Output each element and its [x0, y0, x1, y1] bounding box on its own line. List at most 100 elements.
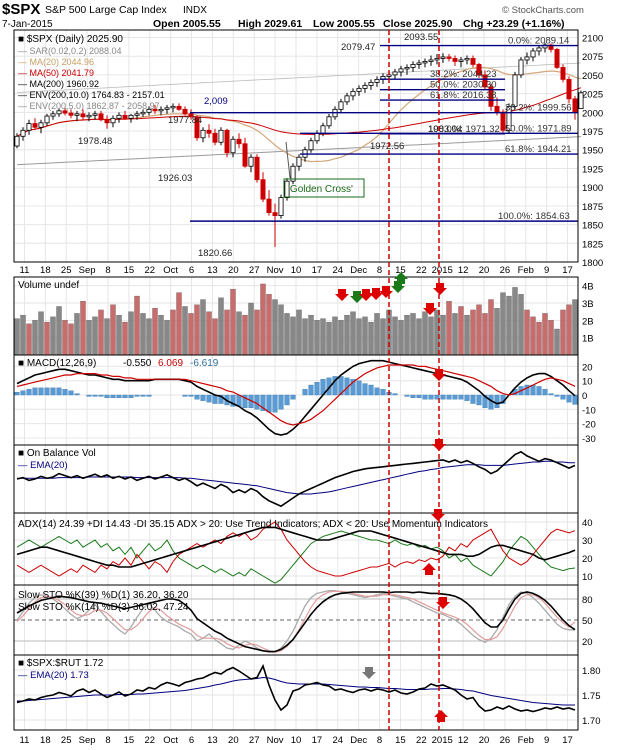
x-tick-label: 6 [189, 735, 194, 746]
y-tick-label: 1900 [582, 183, 603, 194]
candle-body [20, 129, 26, 137]
volume-bar [182, 306, 188, 356]
x-tick-label: 8 [377, 265, 382, 276]
candle-body [536, 47, 542, 52]
x-tick-label: 26 [500, 265, 511, 276]
candle-body [578, 92, 584, 109]
candle-body [314, 132, 320, 142]
macd-histogram-bar [188, 394, 194, 397]
candle-body [566, 78, 572, 100]
copyright: © StockCharts.com [502, 5, 584, 16]
macd-histogram-bar [212, 394, 218, 404]
ratio-line [16, 663, 576, 713]
macd-histogram-bar [572, 394, 578, 405]
candle-body [416, 62, 422, 65]
volume-bar [446, 301, 452, 356]
x-tick-label: 27 [249, 735, 260, 746]
y-tick-label: 3B [582, 299, 594, 310]
macd-histogram-bar [428, 394, 434, 400]
macd-histogram-bar [332, 376, 338, 396]
fib-label: 61.8%: 2016.38 [430, 90, 497, 101]
macd-histogram-bar [272, 394, 278, 413]
macd-histogram-bar [194, 394, 200, 400]
macd-histogram-bar [380, 389, 386, 396]
macd-histogram-bar [284, 394, 290, 406]
adx-title: ADX(14) 24.39 +DI 14.43 -DI 35.15 ADX > … [18, 519, 488, 530]
header-date: 7-Jan-2015 [2, 19, 53, 30]
golden-cross-pointer [285, 141, 291, 179]
candle-body [506, 105, 512, 131]
macd-histogram-bar [416, 394, 422, 399]
volume-bar [38, 311, 44, 356]
candle-body [326, 116, 332, 127]
volume-bar [56, 306, 62, 356]
macd-histogram-bar [182, 394, 188, 397]
candle-body [134, 113, 140, 116]
volume-bar [62, 320, 68, 356]
candle-body [116, 114, 122, 119]
y-tick-label: 80 [582, 595, 593, 606]
header-low: Low 2005.55 [313, 18, 375, 30]
volume-bar [476, 304, 482, 356]
price-annotation: 1977.84 [168, 115, 202, 126]
macd-histogram-bar [146, 394, 152, 397]
macd-histogram-bar [122, 394, 128, 399]
x-tick-label: 17 [312, 735, 323, 746]
macd-histogram-bar [368, 384, 374, 396]
volume-bar [200, 299, 206, 356]
macd-histogram-bar [104, 394, 110, 399]
candle-body [512, 74, 518, 107]
fib-label: 38.2%: 2044.23 [430, 69, 497, 80]
candle-body [236, 138, 242, 145]
volume-bar [434, 309, 440, 356]
volume-bar [350, 311, 356, 356]
macd-histogram-bar [38, 387, 44, 396]
x-tick-label: 25 [61, 735, 72, 746]
macd-histogram-bar [110, 394, 116, 399]
volume-bar [260, 283, 266, 356]
marker-arrow-up [394, 272, 408, 284]
candle-body [62, 110, 68, 114]
marker-arrow-up [422, 563, 436, 575]
price-panel-frame [13, 29, 579, 263]
volume-bar [314, 320, 320, 356]
candle-body [368, 81, 374, 86]
volume-bar [320, 318, 326, 356]
macd-histogram-bar [422, 394, 428, 400]
macd-histogram-bar [350, 379, 356, 396]
price-annotation: 1972.56 [370, 141, 404, 152]
volume-bar [140, 313, 146, 356]
candle-body [206, 129, 212, 134]
volume-bar [104, 318, 110, 356]
macd-histogram-bar [446, 394, 452, 400]
volume-bar [176, 292, 182, 356]
x-tick-label: 26 [500, 735, 511, 746]
volume-bar [416, 318, 422, 356]
candle-body [164, 107, 170, 110]
volume-bar [356, 318, 362, 356]
candle-body [32, 123, 38, 128]
price-legend-entry: — MA(200) 1960.92 [18, 79, 99, 89]
macd-histogram-bar [452, 394, 458, 400]
candle-body [278, 197, 284, 216]
macd-histogram-bar [494, 394, 500, 409]
x-tick-label: 24 [332, 735, 343, 746]
candle-body [308, 140, 314, 151]
volume-bar [254, 309, 260, 356]
macd-histogram-bar [344, 377, 350, 396]
sto-title-2: Slow STO %K(14) %D(3) 36.02, 47.24 [18, 602, 189, 613]
y-tick-label: 4B [582, 282, 594, 293]
candle-body [554, 49, 560, 68]
volume-bar [44, 321, 50, 356]
x-tick-label: 20 [228, 265, 239, 276]
x-tick-label: 25 [61, 265, 72, 276]
candle-body [374, 78, 380, 83]
volume-bar [398, 320, 404, 356]
volume-bar [248, 302, 254, 356]
x-tick-label: 9 [544, 735, 549, 746]
macd-histogram-bar [482, 394, 488, 409]
macd-histogram-bar [278, 394, 284, 410]
x-tick-label: 22 [416, 735, 427, 746]
marker-arrow-down [335, 289, 349, 301]
y-tick-label: -30 [582, 434, 596, 445]
